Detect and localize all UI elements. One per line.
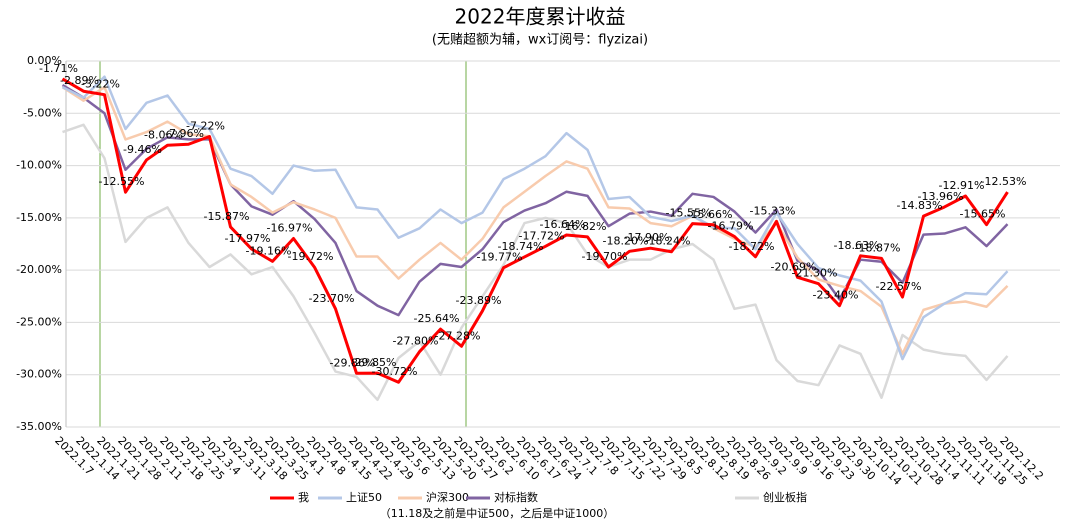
data-label: -18.24% [645, 235, 691, 248]
data-label: -18.74% [498, 240, 544, 253]
data-label: -8.06% [144, 128, 183, 141]
y-tick-label: -30.00% [16, 368, 62, 381]
y-tick-label: -10.00% [16, 159, 62, 172]
data-label: -29.85% [351, 356, 397, 369]
data-label: -14.83% [897, 199, 943, 212]
y-tick-label: -5.00% [23, 106, 62, 119]
data-label: -18.63% [834, 239, 880, 252]
data-label: -7.22% [186, 120, 225, 133]
data-label: -2.89% [60, 74, 99, 87]
data-label: -13.96% [918, 190, 964, 203]
data-label: -18.87% [855, 241, 901, 254]
data-label: -27.80% [393, 335, 439, 348]
y-tick-label: -35.00% [16, 420, 62, 433]
data-label: -21.30% [792, 267, 838, 280]
data-label: -19.70% [582, 250, 628, 263]
data-label: -23.89% [456, 294, 502, 307]
data-label: -29.86% [330, 356, 376, 369]
data-label: -12.55% [99, 175, 145, 188]
data-label: -12.53% [981, 175, 1027, 188]
data-label: -9.46% [123, 143, 162, 156]
data-label: -19.77% [477, 251, 523, 264]
data-label: -16.64% [540, 218, 586, 231]
y-tick-label: -20.00% [16, 263, 62, 276]
data-label: -15.66% [687, 208, 733, 221]
data-label: -22.57% [876, 280, 922, 293]
legend-label: 创业板指 [763, 490, 807, 504]
data-label: -16.82% [561, 220, 607, 233]
data-label: -30.72% [372, 365, 418, 378]
data-label: -15.33% [750, 204, 796, 217]
legend-label: 上证50 [346, 491, 382, 504]
series-line [61, 85, 1009, 356]
data-label: -12.91% [939, 179, 985, 192]
data-label: -18.72% [729, 240, 775, 253]
data-label: -23.70% [309, 292, 355, 305]
data-label: -20.69% [771, 260, 817, 273]
data-label: -16.79% [708, 220, 754, 233]
data-label: -15.87% [204, 210, 250, 223]
data-label: -16.97% [267, 221, 313, 234]
data-label: -7.96% [165, 127, 204, 140]
series-line [62, 123, 1009, 402]
data-label: -19.16% [246, 244, 292, 257]
data-label: -18.20% [603, 234, 649, 247]
data-label: -1.71% [39, 62, 78, 75]
data-label: -17.90% [624, 231, 670, 244]
data-label: -15.65% [960, 208, 1006, 221]
y-tick-label: 0.00% [27, 54, 62, 67]
data-label: -17.97% [225, 232, 271, 245]
chart-subtitle: (无赌超额为辅，wx订阅号：flyzizai) [432, 33, 648, 48]
legend-label: 我 [298, 491, 309, 504]
data-label: -23.40% [813, 289, 859, 302]
legend-label: 沪深300 [426, 490, 469, 504]
data-label: -19.72% [288, 250, 334, 263]
legend-label: 对标指数 [494, 490, 538, 504]
data-label: -15.55% [666, 207, 712, 220]
chart-title: 2022年度累计收益 [455, 5, 626, 29]
data-label: -27.28% [435, 329, 481, 342]
legend-note: （11.18及之前是中证500，之后是中证1000） [380, 506, 614, 520]
data-label: -25.64% [414, 312, 460, 325]
y-tick-label: -25.00% [16, 315, 62, 328]
y-tick-label: -15.00% [16, 211, 62, 224]
data-label: -17.72% [519, 229, 565, 242]
data-label: -3.22% [81, 78, 120, 91]
series-line [61, 77, 1009, 384]
